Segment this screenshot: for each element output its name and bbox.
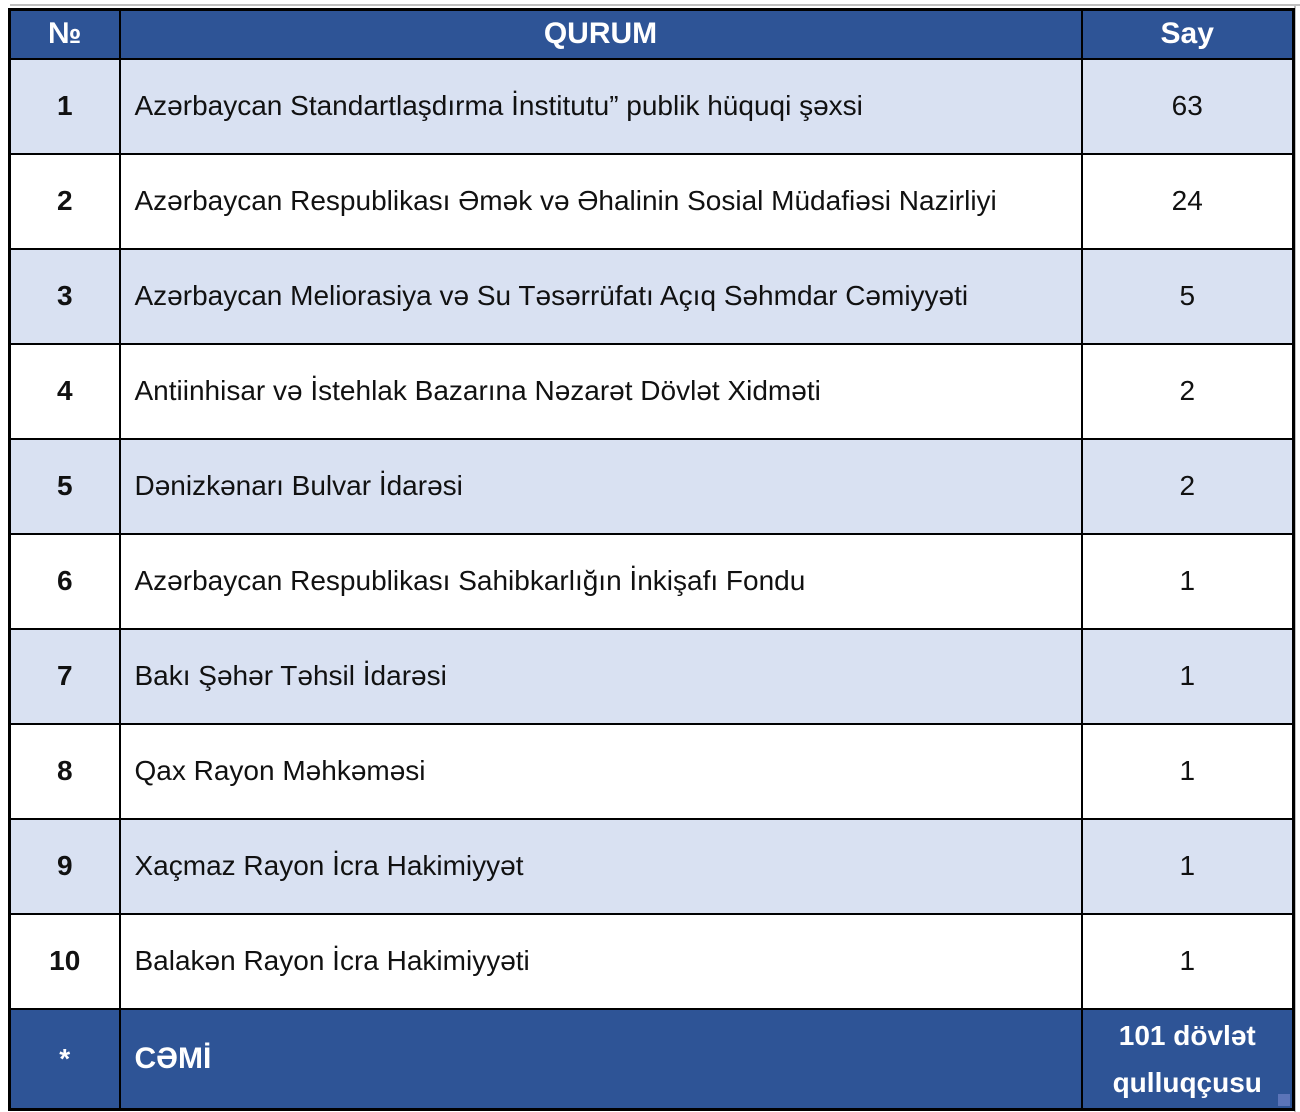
qurum-cell: Xaçmaz Rayon İcra Hakimiyyət	[118, 817, 1083, 915]
header-no: №	[8, 8, 121, 60]
footer-total-value-cell: 101 dövlət qulluqçusu	[1080, 1007, 1295, 1111]
say-cell: 2	[1080, 342, 1295, 440]
qurum-cell: Qax Rayon Məhkəməsi	[118, 722, 1083, 820]
row-number-cell: 1	[8, 57, 121, 155]
footer-asterisk-cell: *	[8, 1007, 121, 1111]
table-row: 4 Antiinhisar və İstehlak Bazarına Nəzar…	[8, 342, 1295, 440]
say-cell: 1	[1080, 817, 1295, 915]
page-edge-top	[10, 4, 1300, 6]
row-number-cell: 8	[8, 722, 121, 820]
row-number-cell: 3	[8, 247, 121, 345]
row-number-cell: 7	[8, 627, 121, 725]
table-row: 8 Qax Rayon Məhkəməsi 1	[8, 722, 1295, 820]
qurum-cell: Azərbaycan Meliorasiya və Su Təsərrüfatı…	[118, 247, 1083, 345]
qurum-cell: Azərbaycan Standartlaşdırma İnstitutu” p…	[118, 57, 1083, 155]
say-cell: 2	[1080, 437, 1295, 535]
qurum-cell: Azərbaycan Respublikası Əmək və Əhalinin…	[118, 152, 1083, 250]
footer-total-value: 101 dövlət qulluqçusu	[1112, 1019, 1262, 1098]
qurum-cell: Dənizkənarı Bulvar İdarəsi	[118, 437, 1083, 535]
table-resize-handle-icon	[1278, 1093, 1290, 1106]
table-row: 1 Azərbaycan Standartlaşdırma İnstitutu”…	[8, 57, 1295, 155]
table-row: 2 Azərbaycan Respublikası Əmək və Əhalin…	[8, 152, 1295, 250]
qurum-cell: Bakı Şəhər Təhsil İdarəsi	[118, 627, 1083, 725]
header-row: № QURUM Say	[8, 8, 1295, 60]
table-header: № QURUM Say	[8, 8, 1295, 60]
qurum-cell: Azərbaycan Respublikası Sahibkarlığın İn…	[118, 532, 1083, 630]
row-number-cell: 6	[8, 532, 121, 630]
table-row: 3 Azərbaycan Meliorasiya və Su Təsərrüfa…	[8, 247, 1295, 345]
say-cell: 1	[1080, 912, 1295, 1010]
footer-row: * CƏMİ 101 dövlət qulluqçusu	[8, 1007, 1295, 1111]
header-qurum: QURUM	[118, 8, 1083, 60]
page-edge-right	[1294, 4, 1296, 1112]
qurum-cell: Balakən Rayon İcra Hakimiyyəti	[118, 912, 1083, 1010]
row-number-cell: 10	[8, 912, 121, 1010]
row-number-cell: 2	[8, 152, 121, 250]
say-cell: 1	[1080, 532, 1295, 630]
say-cell: 5	[1080, 247, 1295, 345]
say-cell: 63	[1080, 57, 1295, 155]
table: № QURUM Say 1 Azərbaycan Standartlaşdırm…	[8, 8, 1295, 1111]
table-body: 1 Azərbaycan Standartlaşdırma İnstitutu”…	[8, 57, 1295, 1010]
row-number-cell: 4	[8, 342, 121, 440]
table-row: 9 Xaçmaz Rayon İcra Hakimiyyət 1	[8, 817, 1295, 915]
qurum-cell: Antiinhisar və İstehlak Bazarına Nəzarət…	[118, 342, 1083, 440]
row-number-cell: 5	[8, 437, 121, 535]
table-row: 7 Bakı Şəhər Təhsil İdarəsi 1	[8, 627, 1295, 725]
org-count-table: № QURUM Say 1 Azərbaycan Standartlaşdırm…	[8, 8, 1295, 1111]
say-cell: 24	[1080, 152, 1295, 250]
say-cell: 1	[1080, 722, 1295, 820]
table-row: 10 Balakən Rayon İcra Hakimiyyəti 1	[8, 912, 1295, 1010]
table-footer: * CƏMİ 101 dövlət qulluqçusu	[8, 1007, 1295, 1111]
header-say: Say	[1080, 8, 1295, 60]
table-row: 5 Dənizkənarı Bulvar İdarəsi 2	[8, 437, 1295, 535]
say-cell: 1	[1080, 627, 1295, 725]
row-number-cell: 9	[8, 817, 121, 915]
footer-total-label-cell: CƏMİ	[118, 1007, 1083, 1111]
table-row: 6 Azərbaycan Respublikası Sahibkarlığın …	[8, 532, 1295, 630]
